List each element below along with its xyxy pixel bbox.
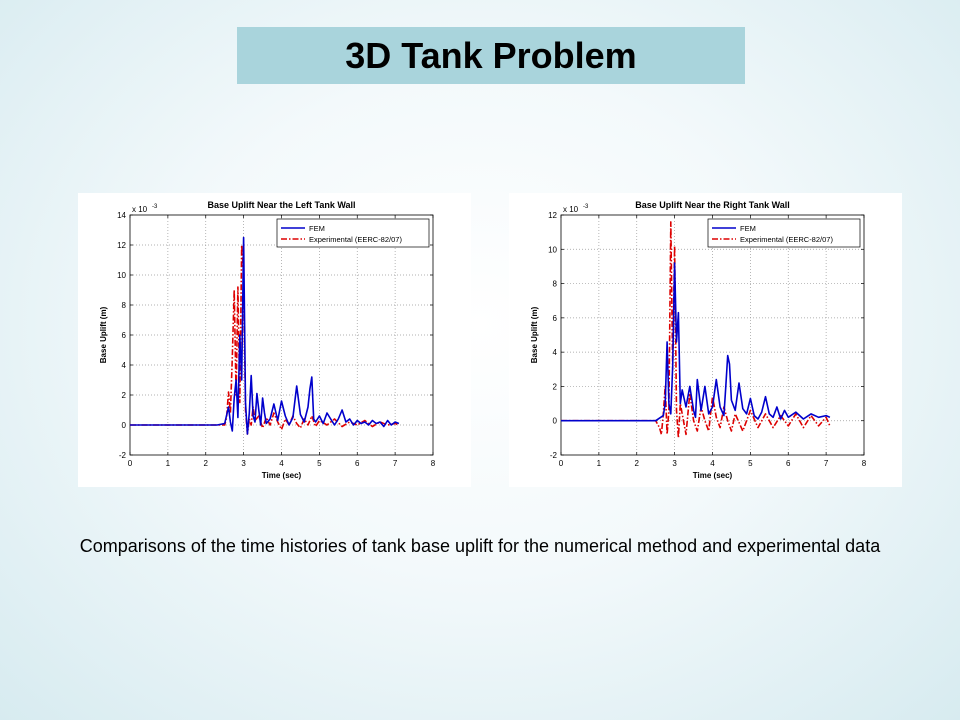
x-axis-label: Time (sec)	[262, 471, 302, 480]
axis-exponent-power: -3	[583, 204, 589, 210]
y-tick-label: 0	[122, 421, 127, 430]
legend: FEM Experimental (EERC-82/07)	[276, 218, 430, 248]
x-tick-label: 0	[128, 459, 133, 468]
y-tick-label: 12	[548, 211, 557, 220]
fem-series-line	[561, 262, 831, 422]
x-tick-label: 5	[748, 459, 753, 468]
slide-title: 3D Tank Problem	[345, 34, 637, 76]
y-axis-label: Base Uplift (m)	[530, 306, 539, 363]
experimental-series-line	[130, 244, 400, 435]
chart-title: Base Uplift Near the Right Tank Wall	[635, 200, 790, 210]
axis-exponent-label: x 10	[132, 205, 148, 214]
y-tick-label: 4	[553, 348, 558, 357]
slide-title-box: 3D Tank Problem	[237, 27, 745, 84]
y-tick-label: 8	[122, 301, 127, 310]
axis-exponent-power: -3	[152, 204, 158, 210]
y-tick-label: 10	[117, 271, 126, 280]
experimental-series-line	[561, 221, 831, 439]
y-tick-label: 6	[122, 331, 127, 340]
axis-exponent-label: x 10	[563, 205, 579, 214]
right-chart-panel: 0 1 2 3 4 5 6 7 8 -2 0 2 4 6 8 10 12 x 10 -3 Base Uplift Ne…	[509, 193, 902, 487]
y-tick-label: 0	[553, 417, 558, 426]
y-tick-label: 4	[122, 361, 127, 370]
y-tick-label: -2	[119, 451, 127, 460]
y-tick-label: 12	[117, 241, 126, 250]
legend-experimental-label: Experimental (EERC-82/07)	[740, 235, 833, 244]
y-tick-label: 2	[122, 391, 127, 400]
fem-series-line	[130, 236, 400, 435]
y-tick-label: 6	[553, 314, 558, 323]
figure-caption: Comparisons of the time histories of tan…	[79, 536, 881, 556]
y-tick-label: 8	[553, 280, 558, 289]
x-axis-label: Time (sec)	[693, 471, 733, 480]
x-tick-label: 0	[559, 459, 564, 468]
x-tick-label: 3	[241, 459, 246, 468]
x-tick-label: 8	[431, 459, 436, 468]
x-tick-label: 4	[710, 459, 715, 468]
y-tick-label: 2	[553, 382, 558, 391]
x-tick-label: 2	[204, 459, 209, 468]
x-tick-label: 1	[597, 459, 602, 468]
x-tick-label: 6	[355, 459, 360, 468]
y-axis-label: Base Uplift (m)	[99, 306, 108, 363]
x-tick-label: 2	[635, 459, 640, 468]
x-tick-label: 3	[672, 459, 677, 468]
y-tick-label: -2	[550, 451, 558, 460]
legend-fem-label: FEM	[740, 224, 756, 233]
chart-title: Base Uplift Near the Left Tank Wall	[207, 200, 355, 210]
x-tick-label: 7	[393, 459, 398, 468]
legend-experimental-label: Experimental (EERC-82/07)	[309, 235, 402, 244]
x-tick-label: 7	[824, 459, 829, 468]
x-tick-label: 5	[317, 459, 322, 468]
grid	[130, 215, 433, 455]
x-tick-label: 8	[862, 459, 867, 468]
x-tick-label: 4	[279, 459, 284, 468]
legend: FEM Experimental (EERC-82/07)	[707, 218, 861, 248]
y-tick-label: 14	[117, 211, 126, 220]
legend-fem-label: FEM	[309, 224, 325, 233]
grid	[561, 215, 864, 455]
x-tick-label: 6	[786, 459, 791, 468]
legend-box	[707, 218, 861, 248]
y-tick-label: 10	[548, 245, 557, 254]
x-tick-label: 1	[166, 459, 171, 468]
left-chart-panel: 0 1 2 3 4 5 6 7 8 -2 0 2 4 6 8 10 12 14 x 10 -3 Base Uplift …	[78, 193, 471, 487]
legend-box	[276, 218, 430, 248]
